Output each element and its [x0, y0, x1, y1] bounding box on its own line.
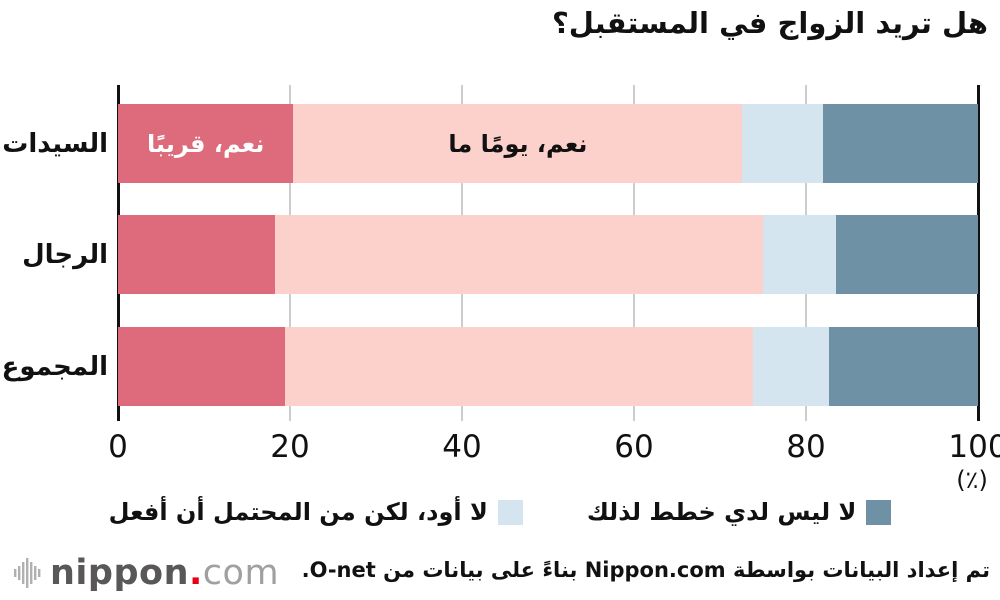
bar-segment — [762, 215, 837, 294]
plot-area: نعم، قريبًا نعم، يومًا ما — [116, 85, 980, 421]
x-tick-label: 80 — [786, 429, 826, 465]
bar-segment: نعم، قريبًا — [118, 104, 294, 183]
logo-nippon-text: nippon — [50, 553, 189, 593]
bar-segment: نعم، يومًا ما — [293, 104, 743, 183]
legend-label: لا أود، لكن من المحتمل أن أفعل — [108, 498, 488, 526]
bar-row — [118, 327, 978, 406]
legend-swatch-dark-blue — [866, 499, 892, 525]
chart-title: هل تريد الزواج في المستقبل؟ — [551, 6, 988, 40]
bar-segment — [118, 215, 275, 294]
legend-item-probably-will: لا أود، لكن من المحتمل أن أفعل — [109, 498, 523, 526]
bar-segment — [836, 215, 978, 294]
x-tick-label: 60 — [614, 429, 654, 465]
x-axis-unit: (٪) — [956, 466, 988, 494]
logo-com-text: com — [202, 553, 280, 593]
x-tick-label: 40 — [442, 429, 482, 465]
x-tick-label: 100 — [948, 429, 1000, 465]
category-label: الرجال — [22, 239, 108, 270]
stacked-bar-chart: نعم، قريبًا نعم، يومًا ما (٪) 0 20 40 60 80 10… — [1, 85, 1000, 494]
nippon-logo: nippon . com — [14, 550, 279, 596]
axis-edge-line — [976, 85, 980, 421]
bar-segment — [274, 215, 763, 294]
bar-segment — [823, 104, 978, 183]
bar-segment — [118, 327, 285, 406]
soundwave-icon — [14, 558, 41, 588]
legend-label: لا ليس لدي خطط لذلك — [586, 498, 857, 526]
bar-segment — [284, 327, 753, 406]
x-tick-label: 0 — [108, 429, 128, 465]
legend-swatch-light-blue — [497, 499, 523, 525]
logo-dot: . — [188, 553, 203, 593]
bar-segment — [742, 104, 824, 183]
bar-segment — [829, 327, 978, 406]
x-tick-label: 20 — [270, 429, 310, 465]
bar-segment — [752, 327, 830, 406]
legend: لا ليس لدي خطط لذلك لا أود، لكن من المحت… — [0, 498, 1000, 526]
bar-row — [118, 215, 978, 294]
category-label: السيدات — [2, 128, 108, 159]
legend-item-no-plans: لا ليس لدي خطط لذلك — [587, 498, 892, 526]
in-bar-label: نعم، يومًا ما — [448, 129, 588, 158]
bar-row: نعم، قريبًا نعم، يومًا ما — [118, 104, 978, 183]
in-bar-label: نعم، قريبًا — [147, 129, 265, 158]
source-note: تم إعداد البيانات بواسطة Nippon.com بناء… — [301, 558, 990, 582]
logo-wordmark: nippon . com — [50, 553, 279, 593]
category-label: المجموع — [1, 351, 108, 382]
